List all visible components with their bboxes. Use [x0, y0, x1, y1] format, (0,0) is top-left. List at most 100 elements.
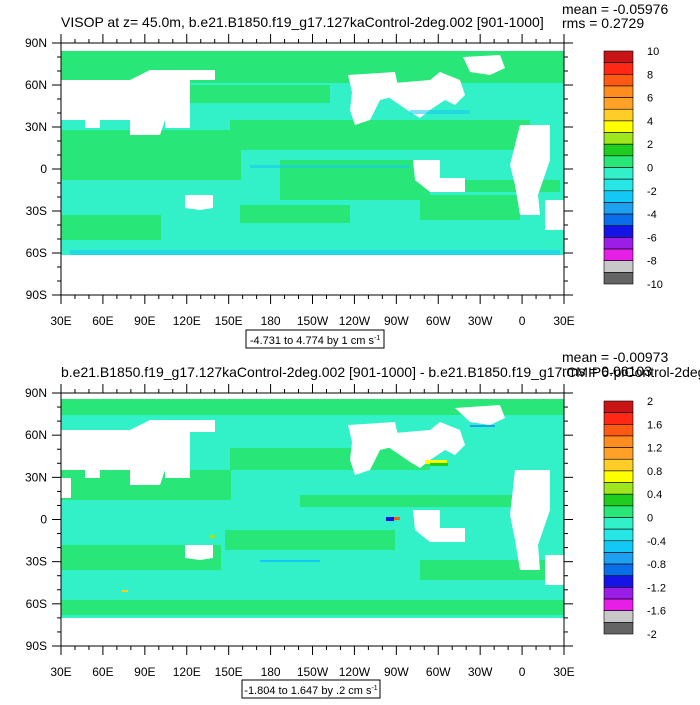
colorbar-swatch [603, 167, 634, 180]
colorbar-swatch [603, 610, 634, 623]
plot-title: b.e21.B1850.f19_g17.127kaControl-2deg.00… [61, 364, 700, 380]
colorbar-swatch [603, 482, 634, 495]
x-tick-label: 150E [215, 314, 243, 328]
x-tick-label: 120W [339, 665, 371, 679]
colorbar-label: -10 [647, 279, 663, 291]
mean-label: mean = -0.00973 [562, 349, 668, 365]
colorbar-swatch [603, 248, 634, 262]
colorbar-label: -0.8 [647, 559, 666, 571]
x-axis-labels: 30E 60E 90E 120E 150E 180 150W 120W 90W 60W 30W 0 30… [50, 665, 574, 679]
colorbar-label: -2 [647, 629, 657, 641]
colorbar-swatch [603, 202, 634, 215]
y-tick-label: 30N [25, 470, 47, 484]
colorbar-label: 6 [647, 93, 653, 105]
colorbar-swatch [603, 552, 634, 565]
colorbar-swatch [603, 575, 634, 588]
colorbar-swatch [603, 178, 634, 192]
x-tick-label: 90E [134, 314, 155, 328]
y-tick-label: 60S [26, 597, 47, 611]
plot-title: VISOP at z= 45.0m, b.e21.B1850.f19_g17.1… [61, 14, 544, 30]
panel-top: VISOP at z= 45.0m, b.e21.B1850.f19_g17.1… [25, 1, 668, 349]
axis-ticks [52, 34, 573, 304]
colorbar-swatch [603, 587, 634, 600]
x-tick-label: 60W [426, 665, 451, 679]
y-tick-label: 90N [25, 36, 47, 50]
colorbar-swatch [603, 155, 634, 168]
x-tick-label: 150W [297, 665, 329, 679]
map-field [61, 393, 564, 646]
land-mask [61, 43, 564, 295]
x-tick-label: 60W [426, 314, 451, 328]
colorbar-swatch [603, 493, 634, 507]
colorbar-label: -2 [647, 186, 657, 198]
x-axis-labels: 30E 60E 90E 120E 150E 180 150W 120W 90W 60W 30W 0 30… [50, 314, 574, 328]
colorbar-label: 0 [647, 163, 653, 175]
colorbar-swatch [603, 517, 634, 530]
range-box [241, 679, 381, 699]
y-tick-label: 90S [26, 288, 47, 302]
colorbar-swatch [603, 272, 634, 285]
y-tick-label: 30S [26, 555, 47, 569]
x-tick-label: 120E [173, 314, 201, 328]
x-tick-label: 30W [468, 665, 493, 679]
colorbar: 2 1.6 1.2 0.8 0.4 0 -0.4 -0.8 -1.2 -1.6 -2 [603, 396, 666, 641]
colorbar-swatch [603, 622, 634, 635]
colorbar-swatch [603, 528, 634, 542]
colorbar-swatch [603, 237, 634, 250]
x-tick-label: 90W [384, 665, 409, 679]
y-tick-label: 0 [40, 513, 47, 527]
x-tick-label: 30E [50, 665, 71, 679]
colorbar-swatch [603, 190, 634, 203]
range-label: -4.731 to 4.774 by 1 cm s-1 [250, 335, 380, 347]
x-tick-label: 90W [384, 314, 409, 328]
mean-label: mean = -0.05976 [562, 1, 668, 17]
colorbar-label: 1.6 [647, 419, 662, 431]
y-tick-label: 60S [26, 246, 47, 260]
rms-label: rms = 0.06103 [562, 363, 652, 379]
x-tick-label: 120W [339, 314, 371, 328]
colorbar-swatch [603, 50, 634, 63]
x-tick-label: 0 [519, 314, 526, 328]
colorbar-label: 0.8 [647, 466, 662, 478]
colorbar-swatch [603, 120, 634, 133]
colorbar-swatch [603, 505, 634, 518]
x-tick-label: 0 [519, 665, 526, 679]
colorbar-label: -8 [647, 256, 657, 268]
y-tick-label: 90S [26, 639, 47, 653]
panel-bottom: b.e21.B1850.f19_g17.127kaControl-2deg.00… [25, 349, 700, 699]
map-field [61, 43, 564, 295]
x-tick-label: 120E [173, 665, 201, 679]
colorbar-swatch [603, 260, 634, 273]
colorbar-swatch [603, 458, 634, 472]
x-tick-label: 30W [468, 314, 493, 328]
y-tick-label: 90N [25, 386, 47, 400]
colorbar-label: 2 [647, 396, 653, 408]
colorbar-label: -4 [647, 209, 657, 221]
anomaly-spots [122, 425, 495, 592]
x-tick-label: 150W [297, 314, 329, 328]
range-label: -1.804 to 1.647 by .2 cm s-1 [244, 685, 378, 697]
colorbar-swatch [603, 62, 634, 75]
colorbar-swatch [603, 225, 634, 238]
colorbar-label: 4 [647, 116, 653, 128]
colorbar-swatch [603, 97, 634, 110]
x-tick-label: 30E [553, 665, 574, 679]
colorbar-swatch [603, 470, 634, 483]
y-tick-label: 0 [40, 162, 47, 176]
colorbar-label: -6 [647, 232, 657, 244]
y-tick-label: 30N [25, 120, 47, 134]
colorbar-swatch [603, 143, 634, 157]
colorbar-swatch [603, 540, 634, 553]
x-tick-label: 150E [215, 665, 243, 679]
range-box [245, 329, 385, 349]
colorbar-label: 2 [647, 139, 653, 151]
colorbar-label: 0.4 [647, 489, 662, 501]
colorbar-swatch [603, 74, 634, 87]
x-tick-label: 90E [134, 665, 155, 679]
colorbar-label: -0.4 [647, 536, 666, 548]
colorbar-label: -1.6 [647, 606, 666, 618]
x-tick-label: 180 [261, 665, 281, 679]
colorbar-label: 10 [647, 46, 659, 58]
